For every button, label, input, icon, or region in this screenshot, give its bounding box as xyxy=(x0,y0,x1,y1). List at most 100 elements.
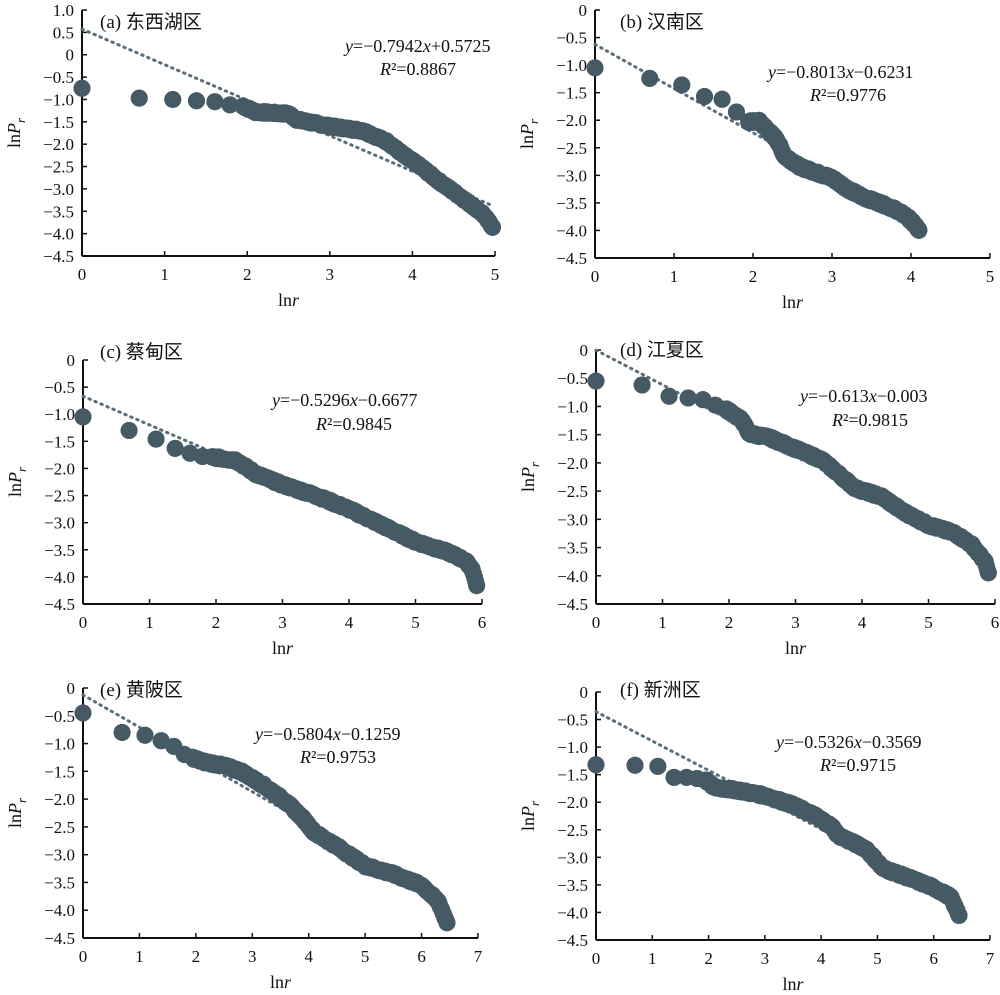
data-point xyxy=(164,90,182,108)
y-tick-label: −3.5 xyxy=(557,876,588,895)
data-point xyxy=(73,79,91,97)
data-point xyxy=(373,516,391,534)
y-tick-label: −3.0 xyxy=(44,846,75,865)
x-tick-label: 2 xyxy=(243,265,252,284)
y-tick-label: −0.5 xyxy=(43,68,74,87)
data-point xyxy=(187,92,205,110)
data-point xyxy=(807,164,825,182)
x-tick-label: 1 xyxy=(160,265,169,284)
data-point xyxy=(587,756,605,774)
x-tick-label: 4 xyxy=(345,613,354,632)
data-point xyxy=(74,408,92,426)
y-tick-label: −4.0 xyxy=(44,901,75,920)
r-squared: R²=0.9753 xyxy=(299,747,376,767)
data-point xyxy=(823,169,841,187)
x-tick-label: 3 xyxy=(828,267,837,286)
trend-equation: y=−0.8013x−0.6231 xyxy=(766,62,913,82)
y-tick-label: −1.0 xyxy=(557,738,588,757)
data-point xyxy=(232,762,250,780)
chart-panel-e: 0−0.5−1.0−1.5−2.0−2.5−3.0−3.5−4.0−4.50 1 2… xyxy=(5,679,483,992)
y-tick-label: −1.0 xyxy=(43,90,74,109)
data-point xyxy=(925,879,943,897)
x-tick-label: 7 xyxy=(986,949,995,968)
data-point xyxy=(206,93,224,111)
data-point xyxy=(920,516,937,534)
y-tick-label: 0 xyxy=(66,46,75,65)
data-point xyxy=(942,888,960,906)
y-tick-label: −0.5 xyxy=(44,707,75,726)
data-point xyxy=(288,111,306,129)
x-tick-label: 3 xyxy=(791,613,800,632)
x-tick-label: 5 xyxy=(873,949,882,968)
data-point xyxy=(679,389,697,407)
y-axis-title: lnPr xyxy=(5,466,29,497)
data-point xyxy=(694,391,712,409)
trend-equation: y=−0.613x−0.003 xyxy=(798,386,927,406)
y-tick-label: −4.0 xyxy=(44,568,75,587)
x-tick-label: 3 xyxy=(761,949,770,968)
x-tick-label: 0 xyxy=(592,613,601,632)
y-tick-label: −1.0 xyxy=(44,735,75,754)
data-point xyxy=(870,194,888,212)
data-point xyxy=(660,387,678,405)
y-tick-label: −2.0 xyxy=(43,135,74,154)
data-point xyxy=(130,89,148,107)
data-point xyxy=(181,444,199,462)
trend-equation: y=−0.7942x+0.5725 xyxy=(343,36,490,56)
y-tick-label: 0 xyxy=(580,683,589,702)
data-point xyxy=(440,543,458,561)
x-tick-label: 5 xyxy=(361,947,370,966)
y-tick-label: −4.0 xyxy=(557,903,588,922)
data-point xyxy=(113,723,131,741)
r-squared: R²=0.9815 xyxy=(831,410,908,430)
data-point xyxy=(247,465,265,483)
data-point xyxy=(307,487,325,505)
data-point xyxy=(857,840,875,858)
trend-equation: y=−0.5296x−0.6677 xyxy=(270,390,417,410)
data-point xyxy=(221,96,239,114)
data-point xyxy=(379,133,397,151)
data-point xyxy=(356,857,374,875)
y-axis-title: lnPr xyxy=(518,461,542,492)
x-tick-label: 0 xyxy=(78,265,87,284)
x-tick-label: 3 xyxy=(278,613,287,632)
data-point xyxy=(893,502,911,520)
data-point xyxy=(412,158,430,176)
x-axis-title: lnr xyxy=(272,638,294,658)
x-axis-title: lnr xyxy=(270,972,292,992)
data-point xyxy=(395,146,413,164)
y-tick-label: −4.5 xyxy=(557,595,588,614)
data-point xyxy=(147,430,165,448)
x-tick-label: 2 xyxy=(725,613,734,632)
data-point xyxy=(274,476,291,494)
panel-title: (d) 江夏区 xyxy=(620,339,704,361)
x-tick-label: 1 xyxy=(658,613,667,632)
y-tick-label: −3.0 xyxy=(557,848,588,867)
x-tick-label: 0 xyxy=(79,613,88,632)
data-point xyxy=(784,796,802,814)
y-tick-label: −4.5 xyxy=(556,249,587,268)
r-squared: R²=0.9715 xyxy=(819,755,896,775)
x-tick-label: 4 xyxy=(304,947,313,966)
y-tick-label: −2.5 xyxy=(556,139,587,158)
x-tick-label: 2 xyxy=(212,613,221,632)
chart-panel-f: 0−0.5−1.0−1.5−2.0−2.5−3.0−3.5−4.0−4.50 1 2… xyxy=(518,679,995,994)
data-point xyxy=(673,76,691,94)
data-point xyxy=(946,524,964,542)
y-tick-label: −3.5 xyxy=(43,202,74,221)
data-point xyxy=(846,479,864,497)
data-point xyxy=(305,823,323,841)
y-tick-label: −3.0 xyxy=(557,510,588,529)
data-point xyxy=(910,221,928,239)
chart-panel-b: 0−0.5−1.0−1.5−2.0−2.5−3.0−3.5−4.0−4.50 1 2… xyxy=(517,1,994,312)
y-tick-label: −3.5 xyxy=(44,873,75,892)
x-tick-label: 5 xyxy=(924,613,933,632)
panel-title: (a) 东西湖区 xyxy=(100,11,202,33)
x-tick-label: 6 xyxy=(991,613,1000,632)
y-tick-label: 0.5 xyxy=(53,23,74,42)
data-point xyxy=(438,913,456,931)
data-point xyxy=(428,171,446,189)
data-point xyxy=(484,218,502,236)
y-tick-label: −0.5 xyxy=(557,711,588,730)
